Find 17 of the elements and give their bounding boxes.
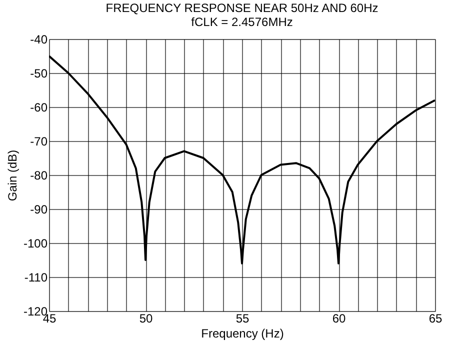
y-tick-label: -70 [30,134,48,148]
line-series [49,55,435,264]
chart-title: FREQUENCY RESPONSE NEAR 50Hz AND 60Hz [106,1,378,15]
y-axis-title: Gain (dB) [5,150,20,202]
y-tick-label: -110 [24,270,48,284]
x-tick-label: 60 [332,312,346,326]
y-tick-label: -100 [23,236,48,250]
chart-subtitle: fCLK = 2.4576MHz [191,15,293,29]
y-tick-label: -90 [30,202,48,216]
x-tick-label: 65 [428,312,442,326]
y-tick-label: -40 [30,32,48,46]
y-tick-label: -50 [30,66,48,80]
x-tick-label: 55 [236,312,250,326]
y-tick-label: -60 [30,100,48,114]
x-tick-label: 50 [139,312,153,326]
y-tick-label: -80 [30,168,48,182]
x-axis-title: Frequency (Hz) [201,326,284,340]
